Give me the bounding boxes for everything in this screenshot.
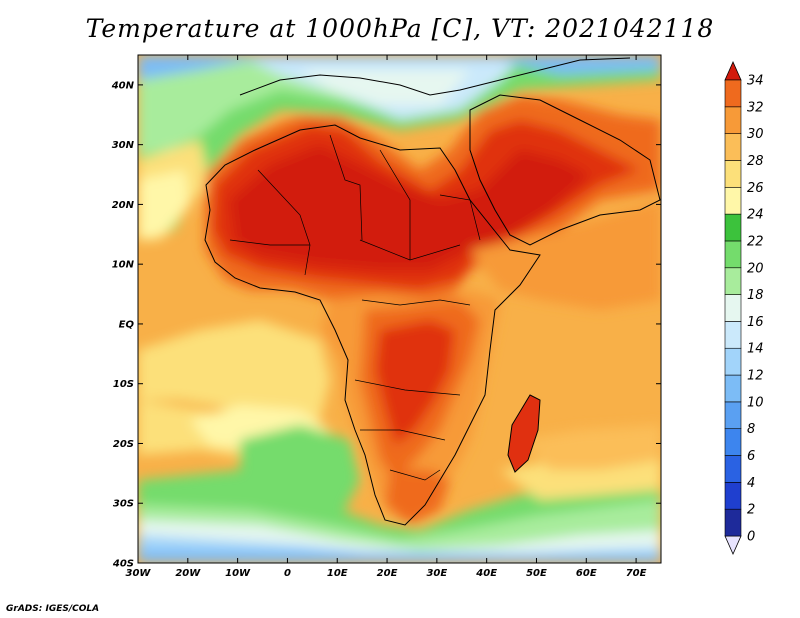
colorbar-segment xyxy=(724,482,742,510)
colorbar-segment xyxy=(724,294,742,322)
lon-tick-label: 40E xyxy=(475,568,497,579)
colorbar-label: 16 xyxy=(747,315,764,330)
lon-tick-label: 0 xyxy=(284,568,291,579)
colorbar-label: 32 xyxy=(747,100,764,115)
madagascar-coastline xyxy=(507,394,541,473)
lon-tick-label: 60E xyxy=(576,568,597,579)
plot-frame xyxy=(137,54,662,564)
europe-coastline xyxy=(239,57,631,96)
colorbar-label: 18 xyxy=(747,288,764,303)
colorbar-label: 20 xyxy=(747,261,764,276)
lat-tick-label: 40S xyxy=(112,559,134,570)
colorbar-segment xyxy=(724,79,742,108)
colorbar-label: 10 xyxy=(747,395,764,410)
lon-tick-label: 20W xyxy=(175,568,201,579)
colorbar-label: 8 xyxy=(747,422,755,437)
lon-tick-label: 30E xyxy=(426,568,447,579)
lon-tick-label: 10E xyxy=(327,568,348,579)
lon-tick-label: 30W xyxy=(126,568,152,579)
country-borders xyxy=(229,134,481,481)
colorbar-segment xyxy=(724,401,742,430)
colorbar-segment xyxy=(724,160,742,188)
colorbar-max-arrow xyxy=(724,61,742,81)
colorbar-segment xyxy=(724,106,742,134)
colorbar-label: 22 xyxy=(747,234,764,249)
colorbar-min-arrow xyxy=(724,535,742,555)
colorbar-label: 6 xyxy=(747,449,755,464)
lat-tick-label: 40N xyxy=(111,80,135,91)
colorbar-segment xyxy=(724,374,742,403)
colorbar-label: 2 xyxy=(747,503,755,518)
colorbar-segment xyxy=(724,267,742,295)
lat-tick-label: 20S xyxy=(113,439,134,450)
colorbar-segment xyxy=(724,240,742,269)
credit-text: GrADS: IGES/COLA xyxy=(6,604,100,614)
colorbar-segment xyxy=(724,347,742,376)
colorbar-label: 34 xyxy=(747,74,764,89)
colorbar-segment xyxy=(724,508,742,537)
colorbar-segment xyxy=(724,133,742,161)
lat-tick-label: 10N xyxy=(112,260,135,271)
lat-tick-label: EQ xyxy=(119,319,135,330)
colorbar-label: 0 xyxy=(747,530,755,545)
latitude-axis: 40N 30N 20N 10N EQ 10S 20S 30S 40S xyxy=(111,80,661,570)
colorbar-segment xyxy=(724,455,742,483)
colorbar-segment xyxy=(724,321,742,349)
lat-tick-label: 20N xyxy=(112,200,135,211)
colorbar-label: 24 xyxy=(747,208,764,223)
lon-tick-label: 50E xyxy=(526,568,547,579)
lon-tick-label: 20E xyxy=(377,568,398,579)
colorbar-label: 4 xyxy=(747,476,755,491)
lon-tick-label: 10W xyxy=(225,568,251,579)
colorbar-label: 26 xyxy=(747,181,764,196)
longitude-axis: 30W 20W 10W 0 10E 20E 30E 40E 50E 60E 70E xyxy=(126,55,647,579)
colorbar-segment xyxy=(724,428,742,456)
colorbar-label: 28 xyxy=(747,154,764,169)
map-title: Temperature at 1000hPa [C], VT: 20210421… xyxy=(85,14,715,43)
colorbar-segment xyxy=(724,186,742,215)
colorbar-label: 30 xyxy=(747,127,764,142)
lon-tick-label: 70E xyxy=(626,568,647,579)
africa-coastline xyxy=(204,124,541,526)
temperature-field xyxy=(138,55,661,563)
colorbar-label: 14 xyxy=(747,342,764,357)
colorbar-segment xyxy=(724,213,742,242)
arabia-coastline xyxy=(469,94,661,246)
lat-tick-label: 30S xyxy=(113,499,134,510)
colorbar-label: 12 xyxy=(747,369,764,384)
lat-tick-label: 30N xyxy=(112,140,135,151)
lat-tick-label: 10S xyxy=(113,379,134,390)
